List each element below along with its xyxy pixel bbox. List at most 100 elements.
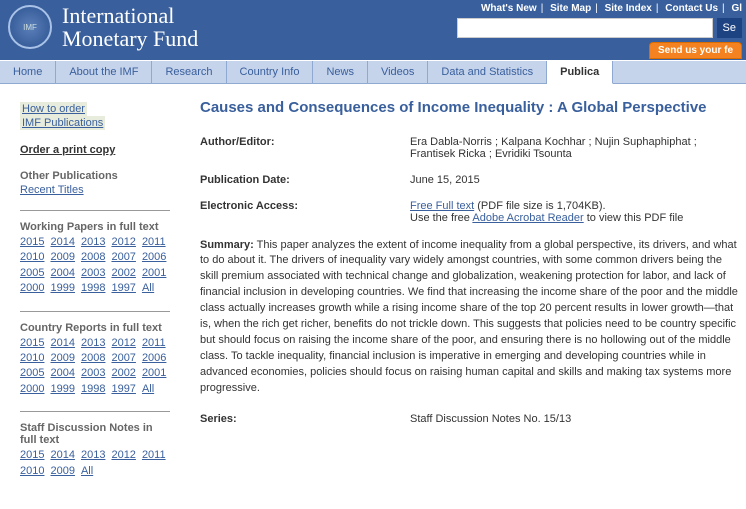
cr-year-2008[interactable]: 2008 (81, 351, 105, 366)
cr-year-2010[interactable]: 2010 (20, 351, 44, 366)
cr-year-2005[interactable]: 2005 (20, 366, 44, 381)
label-summary: Summary: (200, 239, 254, 251)
sdn-year-2010[interactable]: 2010 (20, 464, 44, 479)
tab-home[interactable]: Home (0, 61, 56, 83)
sdn-year-2015[interactable]: 2015 (20, 448, 44, 463)
cr-year-2004[interactable]: 2004 (50, 366, 74, 381)
cr-year-2007[interactable]: 2007 (111, 351, 135, 366)
cr-year-2000[interactable]: 2000 (20, 382, 44, 397)
search-area: Se (457, 18, 742, 38)
divider (20, 411, 170, 412)
link-order-print-copy[interactable]: Order a print copy (20, 144, 115, 156)
imf-logo-icon: IMF (8, 5, 52, 49)
page-title: Causes and Consequences of Income Inequa… (200, 98, 738, 118)
wp-year-2011[interactable]: 2011 (142, 235, 166, 250)
link-how-to-order[interactable]: How to order (20, 102, 87, 116)
link-imf-publications[interactable]: IMF Publications (20, 116, 105, 130)
wp-year-2015[interactable]: 2015 (20, 235, 44, 250)
sdn-years: 2015 2014 2013 2012 2011 2010 2009 All (20, 448, 170, 479)
nav-glossary[interactable]: Gl (731, 3, 742, 14)
wp-year-1997[interactable]: 1997 (111, 281, 135, 296)
wp-year-2009[interactable]: 2009 (50, 250, 74, 265)
working-papers-years: 2015 2014 2013 2012 2011 2010 2009 2008 2007 2006… (20, 235, 170, 297)
cr-year-2015[interactable]: 2015 (20, 336, 44, 351)
heading-country-reports: Country Reports in full text (20, 322, 170, 334)
search-input[interactable] (457, 18, 713, 38)
link-free-full-text[interactable]: Free Full text (410, 200, 474, 212)
wp-year-2014[interactable]: 2014 (50, 235, 74, 250)
link-acrobat-reader[interactable]: Adobe Acrobat Reader (472, 212, 583, 224)
main-nav: HomeAbout the IMFResearchCountry InfoNew… (0, 60, 746, 84)
summary-text: This paper analyzes the extent of income… (200, 239, 738, 394)
tab-data-and-statistics[interactable]: Data and Statistics (428, 61, 547, 83)
heading-staff-discussion-notes: Staff Discussion Notes in full text (20, 422, 170, 446)
brand-line1: International (62, 4, 198, 27)
cr-year-2001[interactable]: 2001 (142, 366, 166, 381)
cr-year-2013[interactable]: 2013 (81, 336, 105, 351)
wp-year-2012[interactable]: 2012 (111, 235, 135, 250)
tab-news[interactable]: News (313, 61, 368, 83)
sdn-year-2009[interactable]: 2009 (50, 464, 74, 479)
link-recent-titles[interactable]: Recent Titles (20, 184, 84, 196)
main-panel: Causes and Consequences of Income Inequa… (170, 94, 738, 493)
sdn-year-2012[interactable]: 2012 (111, 448, 135, 463)
top-utility-nav: What's New| Site Map| Site Index| Contac… (477, 0, 746, 17)
wp-year-2006[interactable]: 2006 (142, 250, 166, 265)
cr-year-1999[interactable]: 1999 (50, 382, 74, 397)
brand-line2: Monetary Fund (62, 27, 198, 50)
text-pdf-size: (PDF file size is 1,704KB). (474, 200, 605, 212)
wp-year-2001[interactable]: 2001 (142, 266, 166, 281)
summary-block: Summary: This paper analyzes the extent … (200, 238, 738, 397)
tab-about-the-imf[interactable]: About the IMF (56, 61, 152, 83)
tab-publica[interactable]: Publica (547, 61, 613, 84)
cr-year-all[interactable]: All (142, 382, 154, 397)
tab-country-info[interactable]: Country Info (227, 61, 314, 83)
sdn-year-2014[interactable]: 2014 (50, 448, 74, 463)
label-author: Author/Editor: (200, 136, 410, 160)
divider (20, 311, 170, 312)
heading-working-papers: Working Papers in full text (20, 221, 170, 233)
wp-year-2008[interactable]: 2008 (81, 250, 105, 265)
nav-site-index[interactable]: Site Index (605, 3, 652, 14)
tab-research[interactable]: Research (152, 61, 226, 83)
nav-site-map[interactable]: Site Map (550, 3, 591, 14)
cr-year-1998[interactable]: 1998 (81, 382, 105, 397)
sidebar: How to order IMF Publications Order a pr… (20, 94, 170, 493)
wp-year-2000[interactable]: 2000 (20, 281, 44, 296)
value-series: Staff Discussion Notes No. 15/13 (410, 413, 738, 425)
cr-year-2002[interactable]: 2002 (111, 366, 135, 381)
label-series: Series: (200, 413, 410, 425)
brand-text: International Monetary Fund (62, 4, 198, 50)
tab-videos[interactable]: Videos (368, 61, 428, 83)
divider (20, 210, 170, 211)
wp-year-2007[interactable]: 2007 (111, 250, 135, 265)
cr-year-2011[interactable]: 2011 (142, 336, 166, 351)
wp-year-2005[interactable]: 2005 (20, 266, 44, 281)
cr-year-2014[interactable]: 2014 (50, 336, 74, 351)
cr-year-1997[interactable]: 1997 (111, 382, 135, 397)
wp-year-1998[interactable]: 1998 (81, 281, 105, 296)
nav-whats-new[interactable]: What's New (481, 3, 537, 14)
cr-year-2003[interactable]: 2003 (81, 366, 105, 381)
feedback-button[interactable]: Send us your fe (649, 42, 742, 59)
sdn-year-2013[interactable]: 2013 (81, 448, 105, 463)
wp-year-2002[interactable]: 2002 (111, 266, 135, 281)
label-pub-date: Publication Date: (200, 174, 410, 186)
nav-contact-us[interactable]: Contact Us (665, 3, 718, 14)
cr-year-2006[interactable]: 2006 (142, 351, 166, 366)
text-use-free: Use the free (410, 212, 472, 224)
wp-year-2010[interactable]: 2010 (20, 250, 44, 265)
sdn-year-2011[interactable]: 2011 (142, 448, 166, 463)
cr-year-2009[interactable]: 2009 (50, 351, 74, 366)
wp-year-2013[interactable]: 2013 (81, 235, 105, 250)
content: How to order IMF Publications Order a pr… (0, 84, 746, 493)
wp-year-2004[interactable]: 2004 (50, 266, 74, 281)
wp-year-all[interactable]: All (142, 281, 154, 296)
search-button[interactable]: Se (717, 18, 742, 38)
cr-year-2012[interactable]: 2012 (111, 336, 135, 351)
wp-year-2003[interactable]: 2003 (81, 266, 105, 281)
wp-year-1999[interactable]: 1999 (50, 281, 74, 296)
sdn-year-all[interactable]: All (81, 464, 93, 479)
value-authors: Era Dabla-Norris ; Kalpana Kochhar ; Nuj… (410, 136, 738, 160)
header: IMF International Monetary Fund What's N… (0, 0, 746, 60)
